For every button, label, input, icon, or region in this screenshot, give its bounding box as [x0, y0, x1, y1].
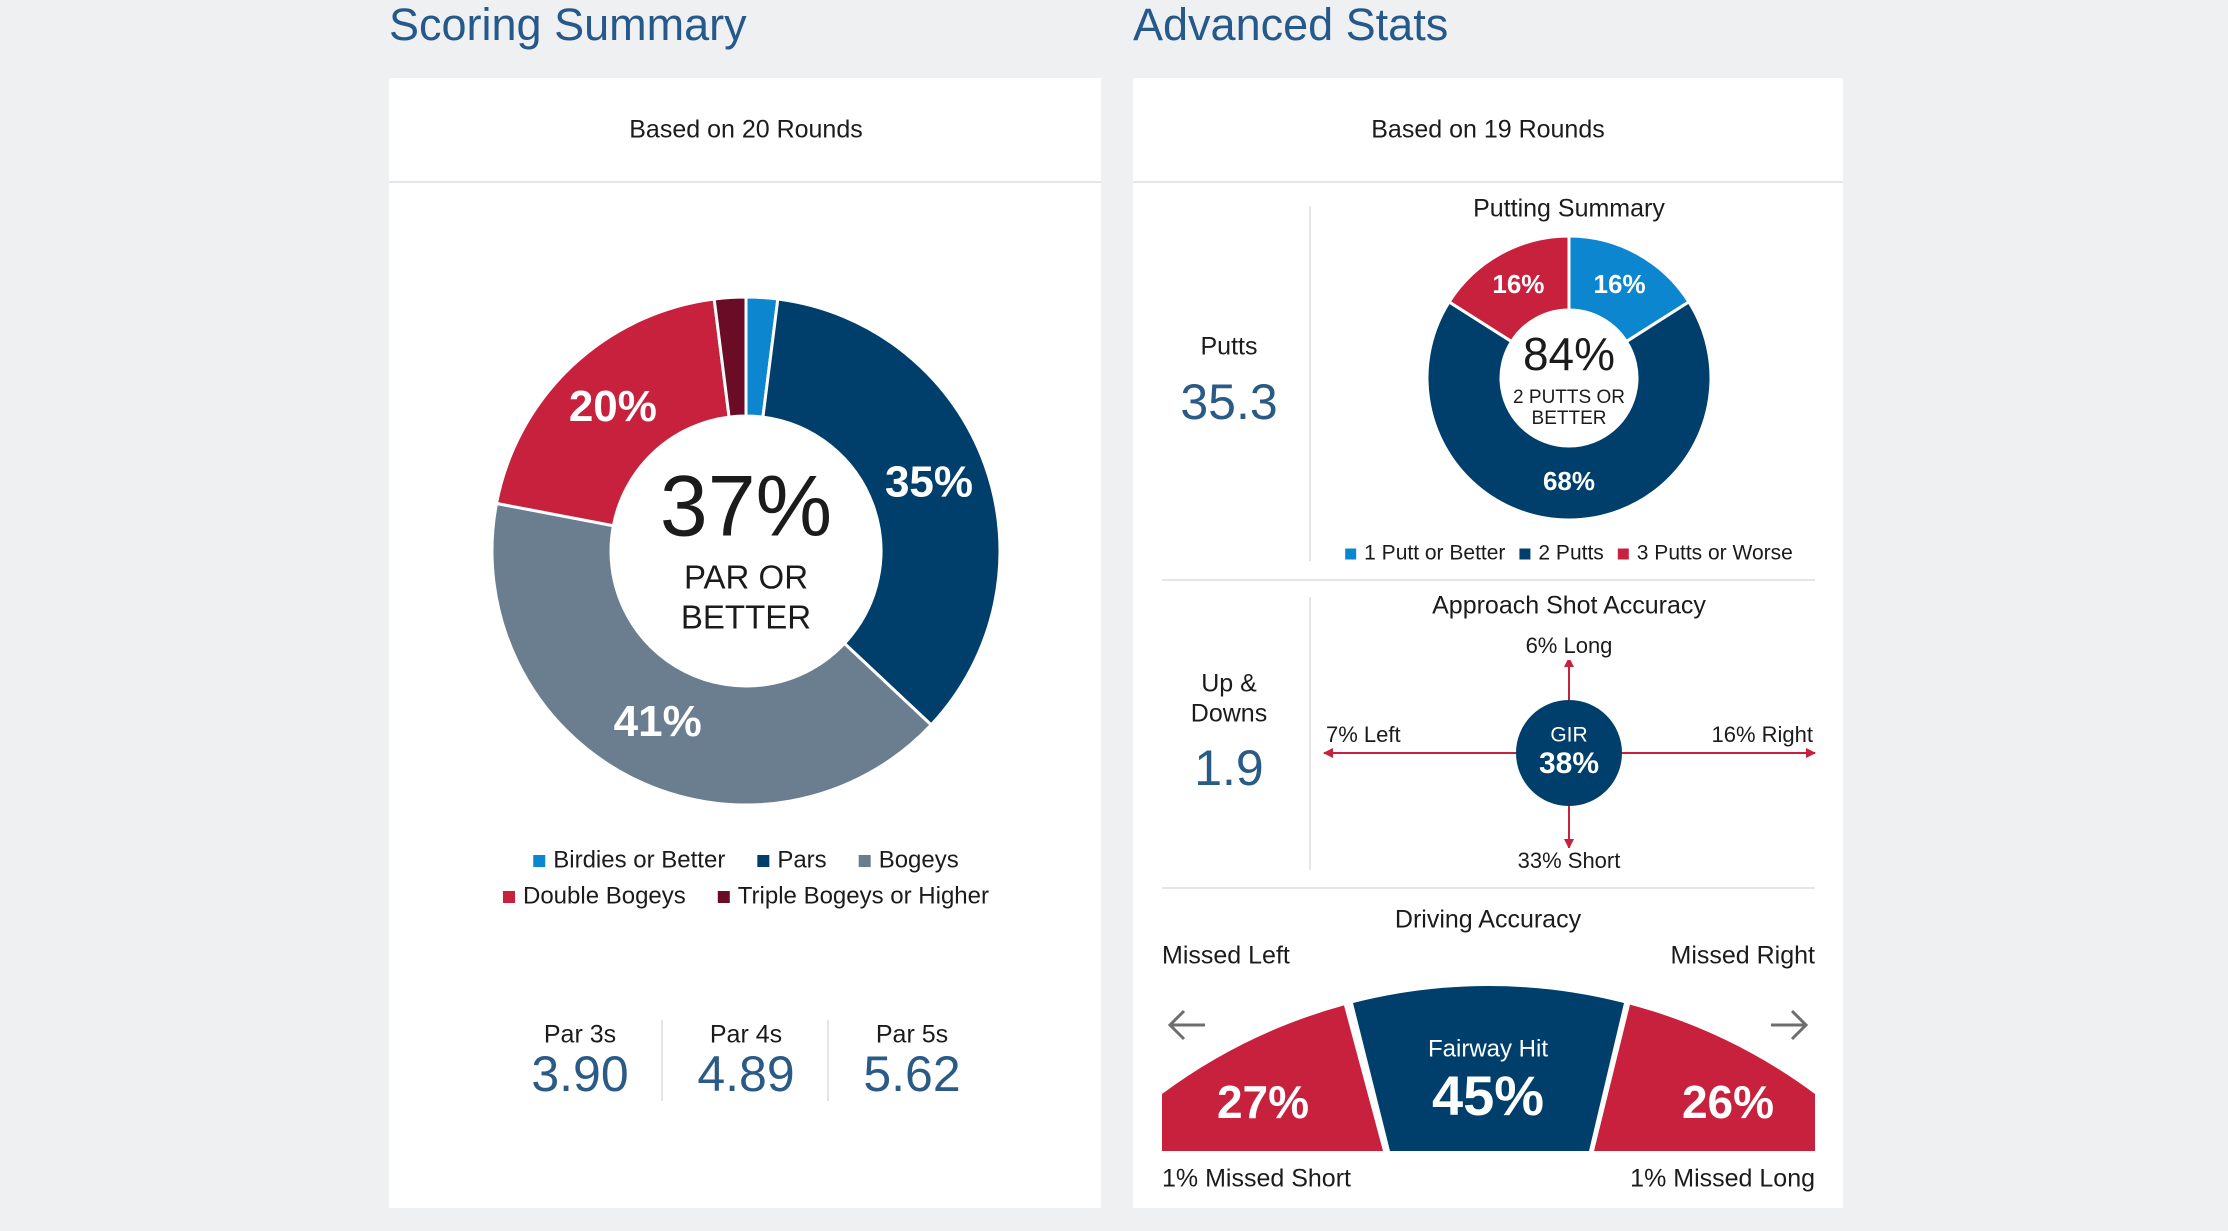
driving-caption: Fairway Hit — [1428, 1035, 1548, 1062]
donut-segment — [1567, 234, 1691, 344]
stat-value: 35.3 — [1180, 374, 1277, 430]
legend-swatch — [1345, 548, 1357, 560]
chart-title: Driving Accuracy — [1395, 906, 1582, 934]
legend-swatch — [1519, 548, 1531, 560]
par-value: 4.89 — [697, 1046, 794, 1102]
driving-segment — [1353, 986, 1624, 1151]
driving-label: Missed Left — [1162, 942, 1290, 970]
arrow-right — [1771, 1009, 1809, 1041]
stat-label: Up & — [1201, 670, 1257, 698]
legend-label: Pars — [777, 846, 826, 873]
section-title: Advanced Stats — [1133, 0, 1448, 50]
donut-segment — [494, 297, 731, 528]
label-bg — [1520, 634, 1618, 660]
arrow-left — [1167, 1009, 1205, 1041]
legend-label: Triple Bogeys or Higher — [738, 882, 989, 909]
stat-label: Downs — [1191, 700, 1267, 728]
section-title: Scoring Summary — [389, 0, 747, 50]
legend-swatch — [858, 855, 871, 867]
par-label: Par 4s — [710, 1021, 782, 1049]
label-bg — [1505, 848, 1633, 874]
chart-title: Putting Summary — [1473, 195, 1665, 223]
approach-label: 7% Left — [1326, 722, 1401, 747]
legend-swatch — [503, 891, 515, 903]
approach-label: 6% Long — [1526, 633, 1613, 658]
data-label: 16% — [1492, 269, 1544, 299]
donut-segment — [490, 501, 934, 807]
gir-label: GIR — [1550, 724, 1587, 747]
center-value: 84% — [1523, 328, 1615, 380]
legend-swatch — [717, 891, 730, 903]
par-value: 3.90 — [531, 1046, 628, 1102]
gir-value: 38% — [1539, 747, 1599, 780]
legend-swatch — [533, 855, 546, 867]
par-label: Par 3s — [544, 1021, 616, 1049]
legend-label: Birdies or Better — [553, 846, 725, 873]
center-value: 37% — [660, 459, 832, 555]
gir-circle — [1516, 700, 1622, 806]
legend-label: Bogeys — [879, 846, 959, 873]
center-caption: BETTER — [1532, 408, 1607, 429]
donut-segment — [761, 297, 1002, 727]
par-value: 5.62 — [863, 1046, 960, 1102]
driving-value: 26% — [1682, 1076, 1774, 1128]
panel-subtitle: Based on 20 Rounds — [629, 116, 863, 144]
driving-label: 1% Missed Long — [1630, 1165, 1815, 1193]
donut-segment — [1447, 234, 1571, 344]
driving-value: 27% — [1217, 1076, 1309, 1128]
approach-label: 33% Short — [1518, 848, 1621, 873]
driving-segment — [1162, 1005, 1383, 1151]
donut-segment — [1425, 299, 1713, 522]
legend-label: 2 Putts — [1538, 542, 1603, 565]
stat-label: Putts — [1201, 333, 1258, 361]
center-caption: BETTER — [681, 599, 811, 636]
legend-swatch — [1617, 548, 1629, 560]
driving-segment — [1594, 1004, 1815, 1151]
center-caption: 2 PUTTS OR — [1513, 387, 1625, 408]
data-label: 68% — [1543, 466, 1595, 496]
par-label: Par 5s — [876, 1021, 948, 1049]
data-label: 16% — [1594, 269, 1646, 299]
approach-label: 16% Right — [1711, 722, 1813, 747]
chart-title: Approach Shot Accuracy — [1432, 592, 1706, 620]
legend-label: Double Bogeys — [523, 882, 686, 909]
data-label: 35% — [885, 458, 973, 507]
legend-label: 3 Putts or Worse — [1637, 542, 1793, 565]
driving-label: 1% Missed Short — [1162, 1165, 1351, 1193]
data-label: 20% — [569, 382, 657, 431]
stat-value: 1.9 — [1194, 740, 1264, 796]
panel-subtitle: Based on 19 Rounds — [1371, 116, 1605, 144]
donut-segment — [712, 295, 748, 419]
legend-swatch — [757, 855, 770, 867]
data-label: 41% — [614, 697, 702, 746]
driving-label: Missed Right — [1671, 942, 1816, 970]
legend-label: 1 Putt or Better — [1364, 542, 1505, 565]
center-caption: PAR OR — [684, 559, 808, 596]
driving-value: 45% — [1432, 1064, 1544, 1127]
